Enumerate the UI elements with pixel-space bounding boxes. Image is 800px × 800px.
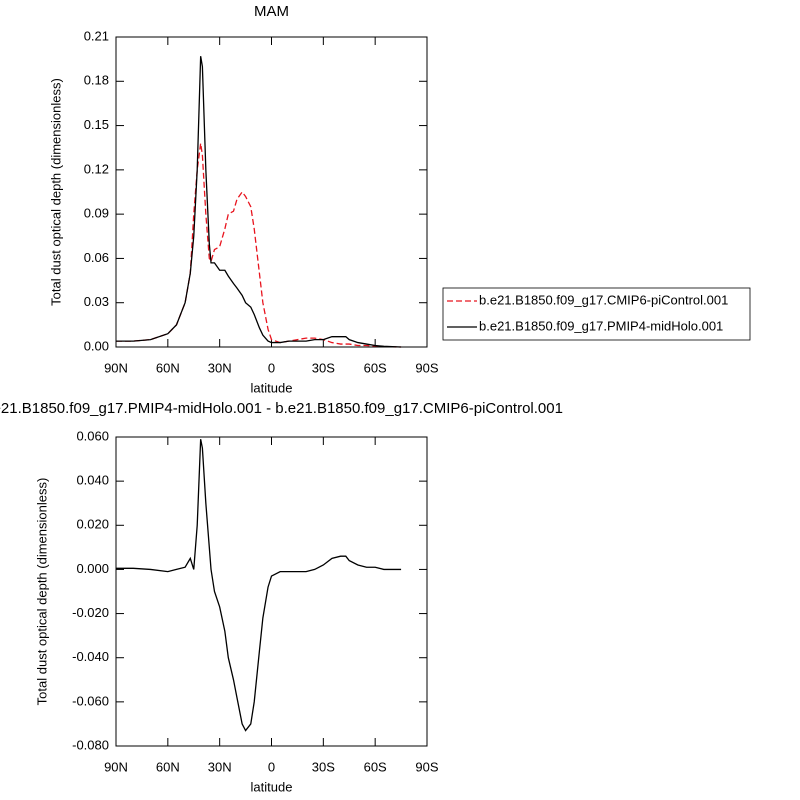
y-axis-label: Total dust optical depth (dimensionless) xyxy=(48,78,63,306)
y-tick-label: 0.020 xyxy=(76,517,109,532)
y-tick-label: -0.040 xyxy=(72,649,109,664)
y-tick-label: 0.00 xyxy=(84,338,109,353)
x-tick-label: 30S xyxy=(312,759,335,774)
y-tick-label: 0.18 xyxy=(84,73,109,88)
y-tick-label: 0.09 xyxy=(84,206,109,221)
x-tick-label: 60N xyxy=(156,759,180,774)
y-tick-label: -0.020 xyxy=(72,605,109,620)
legend-label: b.e21.B1850.f09_g17.PMIP4-midHolo.001 xyxy=(479,318,723,333)
x-tick-label: 0 xyxy=(268,759,275,774)
y-tick-label: 0.06 xyxy=(84,250,109,265)
y-tick-label: -0.060 xyxy=(72,693,109,708)
x-tick-label: 30N xyxy=(208,759,232,774)
data-line xyxy=(116,143,402,348)
x-tick-label: 0 xyxy=(268,360,275,375)
x-tick-label: 90N xyxy=(104,759,128,774)
y-tick-label: 0.15 xyxy=(84,117,109,132)
x-axis-label: latitude xyxy=(251,779,293,794)
plot-frame xyxy=(115,436,428,747)
y-tick-label: 0.12 xyxy=(84,161,109,176)
y-tick-label: 0.21 xyxy=(84,28,109,43)
x-tick-label: 30N xyxy=(208,360,232,375)
y-tick-label: 0.000 xyxy=(76,561,109,576)
y-tick-label: 0.040 xyxy=(76,473,109,488)
chart-title: b.e21.B1850.f09_g17.PMIP4-midHolo.001 - … xyxy=(0,400,563,417)
legend-label: b.e21.B1850.f09_g17.CMIP6-piControl.001 xyxy=(479,292,728,307)
x-tick-label: 90S xyxy=(415,360,438,375)
plot-frame xyxy=(115,36,428,348)
x-tick-label: 60N xyxy=(156,360,180,375)
x-tick-label: 90N xyxy=(104,360,128,375)
y-tick-label: -0.080 xyxy=(72,737,109,752)
legend-box xyxy=(442,287,751,341)
y-tick-label: 0.03 xyxy=(84,294,109,309)
x-axis-label: latitude xyxy=(251,380,293,395)
x-tick-label: 90S xyxy=(415,759,438,774)
chart-title: MAM xyxy=(254,3,289,20)
data-line xyxy=(116,439,402,732)
data-line xyxy=(116,56,402,348)
x-tick-label: 30S xyxy=(312,360,335,375)
x-tick-label: 60S xyxy=(364,360,387,375)
y-axis-label: Total dust optical depth (dimensionless) xyxy=(34,478,49,706)
y-tick-label: 0.060 xyxy=(76,428,109,443)
x-tick-label: 60S xyxy=(364,759,387,774)
